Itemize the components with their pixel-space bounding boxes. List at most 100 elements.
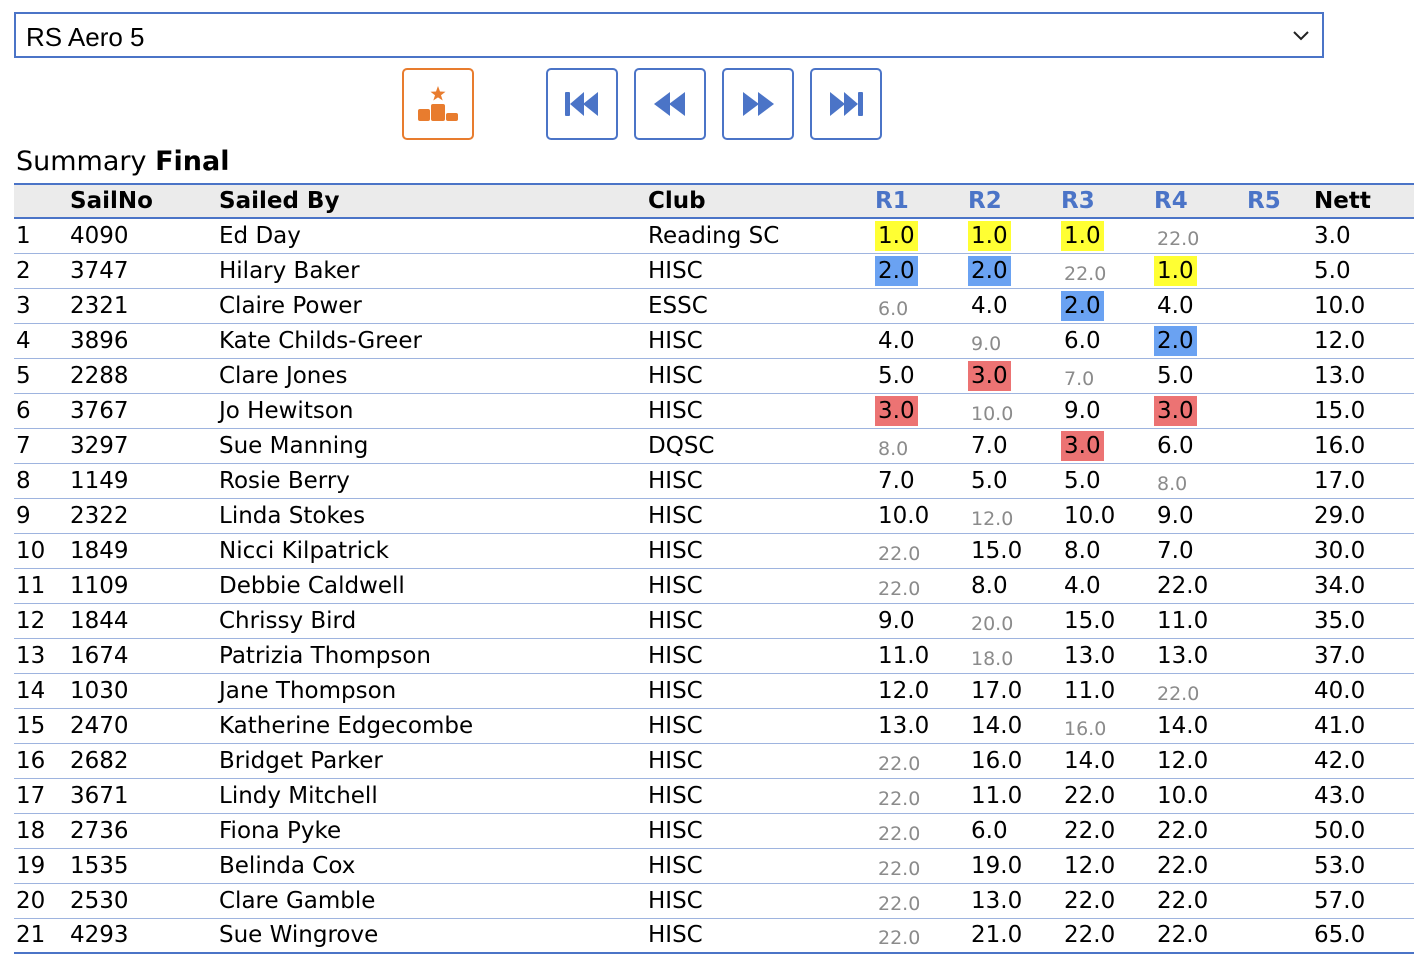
race-score-cell: 10.0 xyxy=(1061,498,1154,533)
discarded-score: 22.0 xyxy=(878,542,921,565)
table-row: 20 2530 Clare Gamble HISC 22.0 13.0 22.0 22.0 57… xyxy=(14,883,1414,918)
race-score: 22.0 xyxy=(1064,922,1116,949)
club-cell: HISC xyxy=(648,817,703,844)
race-score: 14.0 xyxy=(971,712,1023,739)
sail-number-cell: 1149 xyxy=(70,467,129,494)
chevron-down-icon xyxy=(1293,31,1309,41)
podium-score-gold: 1.0 xyxy=(875,220,918,251)
race-score-cell xyxy=(1247,778,1314,813)
race-score-cell xyxy=(1247,323,1314,358)
discarded-score: 22.0 xyxy=(878,927,921,950)
race-score: 5.0 xyxy=(1157,362,1194,389)
sail-number-cell: 1030 xyxy=(70,677,129,704)
race-score-cell xyxy=(1247,428,1314,463)
podium-score-gold: 1.0 xyxy=(968,220,1011,251)
race-score-cell xyxy=(1247,288,1314,323)
discarded-score: 22.0 xyxy=(1064,262,1107,285)
race-score: 8.0 xyxy=(1064,537,1101,564)
race-score: 11.0 xyxy=(971,782,1023,809)
race-score-cell: 1.0 xyxy=(875,218,968,253)
discarded-score: 22.0 xyxy=(1157,682,1200,705)
class-select[interactable]: RS Aero 5 xyxy=(14,12,1324,58)
last-button[interactable] xyxy=(810,68,882,140)
table-row: 1 4090 Ed Day Reading SC 1.0 1.0 1.0 22.0 3.0 xyxy=(14,218,1414,253)
podium-button[interactable] xyxy=(402,68,474,140)
race-score: 8.0 xyxy=(971,572,1008,599)
race-score-cell: 10.0 xyxy=(968,393,1061,428)
nett-cell: 42.0 xyxy=(1314,747,1366,774)
nett-cell: 13.0 xyxy=(1314,362,1366,389)
race-score-cell: 8.0 xyxy=(1154,463,1247,498)
table-row: 15 2470 Katherine Edgecombe HISC 13.0 14.0 16.… xyxy=(14,708,1414,743)
col-header-r5[interactable]: R5 xyxy=(1247,188,1281,214)
skip-to-first-icon xyxy=(565,92,598,116)
table-header-row: SailNo Sailed By Club R1 R2 R3 R4 R5 Net… xyxy=(14,184,1414,218)
race-score: 22.0 xyxy=(1157,922,1209,949)
race-score: 16.0 xyxy=(971,747,1023,774)
nett-cell: 12.0 xyxy=(1314,327,1366,354)
sail-number-cell: 3747 xyxy=(70,257,129,284)
col-header-r2[interactable]: R2 xyxy=(968,188,1002,214)
sail-number-cell: 3767 xyxy=(70,397,129,424)
race-score: 4.0 xyxy=(1064,572,1101,599)
sailed-by-cell: Clare Gamble xyxy=(219,887,376,914)
club-cell: Reading SC xyxy=(648,222,780,249)
discarded-score: 22.0 xyxy=(878,787,921,810)
club-cell: HISC xyxy=(648,712,703,739)
race-score-cell: 14.0 xyxy=(1154,708,1247,743)
club-cell: HISC xyxy=(648,677,703,704)
club-cell: HISC xyxy=(648,922,703,949)
race-score: 9.0 xyxy=(878,607,915,634)
race-score-cell xyxy=(1247,673,1314,708)
race-score-cell: 13.0 xyxy=(1154,638,1247,673)
discarded-score: 16.0 xyxy=(1064,717,1107,740)
race-score: 9.0 xyxy=(1157,502,1194,529)
next-button[interactable] xyxy=(722,68,794,140)
discarded-score: 12.0 xyxy=(971,507,1014,530)
race-score-cell: 6.0 xyxy=(875,288,968,323)
race-score-cell xyxy=(1247,743,1314,778)
race-score-cell: 2.0 xyxy=(875,253,968,288)
nett-cell: 16.0 xyxy=(1314,432,1366,459)
table-row: 6 3767 Jo Hewitson HISC 3.0 10.0 9.0 3.0 15.0 xyxy=(14,393,1414,428)
col-header-r4[interactable]: R4 xyxy=(1154,188,1188,214)
race-score-cell: 7.0 xyxy=(1154,533,1247,568)
discarded-score: 6.0 xyxy=(878,297,909,320)
nett-cell: 30.0 xyxy=(1314,537,1366,564)
sail-number-cell: 4293 xyxy=(70,922,129,949)
race-score-cell: 22.0 xyxy=(875,883,968,918)
race-score-cell: 4.0 xyxy=(1061,568,1154,603)
col-header-r1[interactable]: R1 xyxy=(875,188,909,214)
race-score-cell: 10.0 xyxy=(1154,778,1247,813)
table-row: 16 2682 Bridget Parker HISC 22.0 16.0 14.0 12.0… xyxy=(14,743,1414,778)
discarded-score: 22.0 xyxy=(878,822,921,845)
race-score: 13.0 xyxy=(971,887,1023,914)
sail-number-cell: 1849 xyxy=(70,537,129,564)
table-row: 17 3671 Lindy Mitchell HISC 22.0 11.0 22.0 10.0… xyxy=(14,778,1414,813)
race-score-cell: 9.0 xyxy=(875,603,968,638)
nett-cell: 15.0 xyxy=(1314,397,1366,424)
podium-score-gold: 1.0 xyxy=(1061,220,1104,251)
nett-cell: 41.0 xyxy=(1314,712,1366,739)
race-score-cell: 8.0 xyxy=(968,568,1061,603)
sail-number-cell: 1535 xyxy=(70,852,129,879)
race-score-cell: 5.0 xyxy=(1061,463,1154,498)
race-score: 22.0 xyxy=(1157,852,1209,879)
col-header-r3[interactable]: R3 xyxy=(1061,188,1095,214)
race-score-cell: 13.0 xyxy=(875,708,968,743)
sailed-by-cell: Hilary Baker xyxy=(219,257,360,284)
club-cell: HISC xyxy=(648,607,703,634)
nett-cell: 65.0 xyxy=(1314,922,1366,949)
race-score: 22.0 xyxy=(1157,887,1209,914)
race-score-cell xyxy=(1247,848,1314,883)
race-score-cell: 13.0 xyxy=(968,883,1061,918)
first-button[interactable] xyxy=(546,68,618,140)
nett-cell: 29.0 xyxy=(1314,502,1366,529)
club-cell: HISC xyxy=(648,397,703,424)
race-score-cell: 16.0 xyxy=(1061,708,1154,743)
race-score-cell: 22.0 xyxy=(1154,568,1247,603)
previous-button[interactable] xyxy=(634,68,706,140)
race-score-cell: 8.0 xyxy=(875,428,968,463)
club-cell: HISC xyxy=(648,852,703,879)
race-score-cell: 22.0 xyxy=(1061,813,1154,848)
